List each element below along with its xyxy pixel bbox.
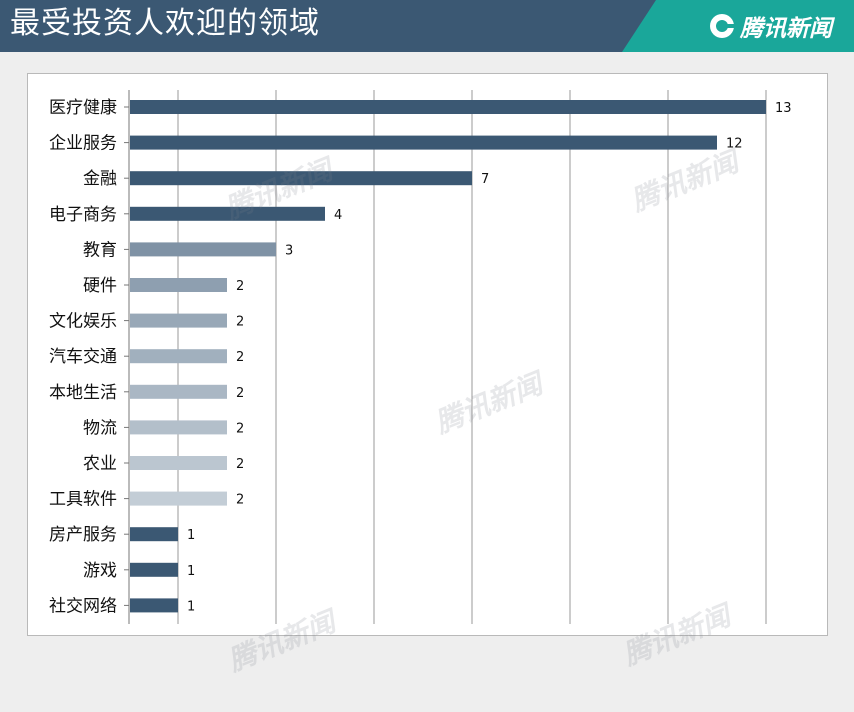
bar: [130, 242, 276, 257]
data-label: 13: [775, 101, 792, 116]
data-label: 7: [481, 172, 489, 187]
data-label: 2: [236, 315, 244, 330]
header-bar: 最受投资人欢迎的领域 腾讯新闻: [0, 0, 854, 52]
category-label: 医疗健康: [49, 98, 117, 118]
chart-panel: 医疗健康 13 企业服务 12 金融 7 电子商务 4 教育 3 硬件 2 文化娱乐 2 汽车交通 2 本地生活…: [27, 73, 828, 636]
data-label: 2: [236, 493, 244, 508]
category-label: 教育: [83, 240, 117, 260]
bar: [130, 598, 178, 613]
data-label: 12: [726, 137, 743, 152]
bar: [130, 206, 325, 221]
category-label: 社交网络: [49, 596, 117, 616]
category-label: 本地生活: [49, 383, 117, 403]
brand-logo: 腾讯新闻: [708, 9, 832, 43]
bar: [130, 384, 227, 399]
bar: [130, 420, 227, 435]
bar: [130, 100, 766, 114]
category-label: 工具软件: [49, 490, 117, 510]
data-label: 1: [187, 564, 195, 579]
bar: [130, 491, 227, 506]
bar: [130, 349, 227, 364]
category-label: 游戏: [83, 561, 117, 581]
category-label: 物流: [83, 418, 117, 438]
data-label: 3: [285, 243, 293, 258]
page-title: 最受投资人欢迎的领域: [10, 6, 320, 41]
bar: [130, 562, 178, 577]
bar: [130, 456, 227, 470]
data-label: 2: [236, 279, 244, 294]
data-label: 2: [236, 350, 244, 365]
bar: [130, 171, 472, 186]
data-label: 1: [187, 599, 195, 614]
data-label: 1: [187, 528, 195, 543]
brand-background: [622, 0, 854, 52]
category-label: 企业服务: [49, 134, 117, 154]
data-label: 2: [236, 421, 244, 436]
data-label: 2: [236, 457, 244, 472]
category-label: 电子商务: [49, 205, 117, 225]
category-label: 农业: [83, 454, 117, 474]
data-label: 4: [334, 208, 342, 223]
bar: [130, 313, 227, 328]
brand-name: 腾讯新闻: [740, 16, 832, 42]
bar: [130, 527, 178, 542]
category-label: 金融: [83, 169, 117, 189]
data-label: 2: [236, 386, 244, 401]
bar: [130, 278, 227, 292]
tencent-news-icon: [710, 14, 734, 38]
category-label: 硬件: [83, 276, 117, 296]
category-label: 房产服务: [49, 525, 117, 545]
category-label: 汽车交通: [49, 347, 117, 367]
category-label: 文化娱乐: [49, 312, 117, 332]
bar: [130, 135, 717, 150]
